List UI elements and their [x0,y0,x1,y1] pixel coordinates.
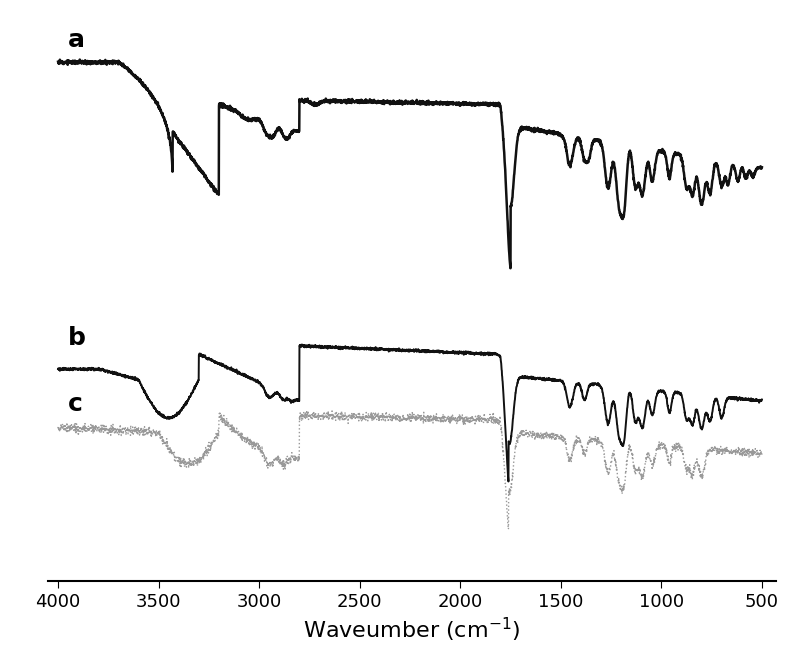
Text: c: c [68,391,83,416]
X-axis label: Waveumber (cm$^{-1}$): Waveumber (cm$^{-1}$) [303,616,521,644]
Text: b: b [68,326,86,350]
Text: a: a [68,28,85,51]
